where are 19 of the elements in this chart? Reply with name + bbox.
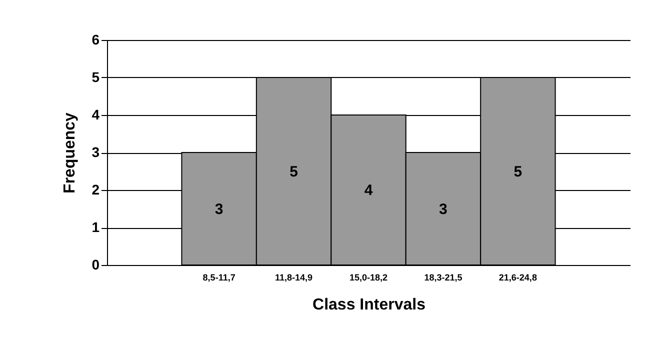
x-tick-label: 15,0-18,2 [349, 272, 388, 282]
y-tick-label: 3 [92, 144, 100, 160]
y-tick-label: 5 [92, 69, 100, 85]
y-tick-label: 4 [92, 106, 100, 122]
y-axis-title: Frequency [62, 112, 79, 194]
x-tick-label: 8,5-11,7 [202, 272, 236, 282]
data-label: 3 [214, 200, 224, 218]
y-tick-label: 6 [92, 32, 100, 48]
data-label: 4 [364, 182, 374, 199]
y-tick-label: 1 [92, 219, 100, 235]
data-label: 3 [439, 200, 448, 218]
y-tick-label: 0 [92, 256, 100, 272]
x-tick-label: 11,8-14,9 [275, 272, 313, 282]
x-tick-label: 21,6-24,8 [498, 272, 537, 282]
x-tick-label: 18,3-21,5 [424, 272, 462, 282]
data-label: 5 [514, 163, 522, 180]
y-tick-label: 2 [92, 182, 100, 198]
data-label: 5 [290, 163, 298, 180]
x-axis-title: Class Intervals [312, 296, 426, 314]
